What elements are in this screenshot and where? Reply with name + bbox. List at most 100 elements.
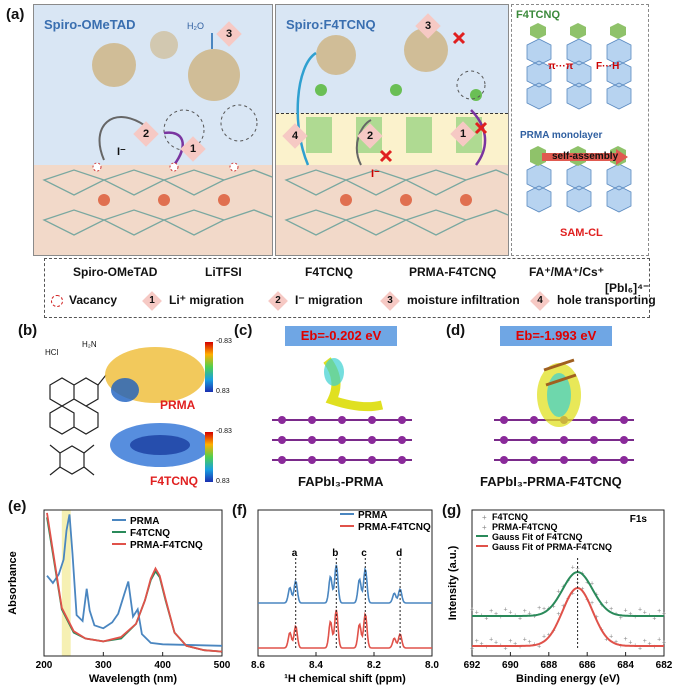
data-point-1-18: +: [556, 611, 560, 618]
data-point-1-31: +: [619, 643, 623, 650]
data-point-0-18: +: [556, 589, 560, 596]
panel-a-label: (a): [6, 6, 25, 23]
badge-1: 1: [180, 136, 206, 162]
data-point-1-2: +: [480, 641, 484, 648]
peak-label-b: b: [332, 548, 338, 559]
peak-label-c: c: [361, 548, 367, 559]
legend-badge-4: 4: [530, 291, 550, 311]
data-point-0-31: +: [619, 615, 623, 622]
data-point-0-28: +: [604, 600, 608, 607]
peak-label-a: a: [292, 548, 298, 559]
data-point-0-3: +: [484, 616, 488, 623]
data-point-0-40: +: [662, 611, 666, 618]
panel-b-structures: [49, 347, 210, 476]
colorbar-bottom: [205, 432, 213, 482]
data-point-0-1: +: [475, 610, 479, 617]
legend-label-2: PRMA-F4TCNQ: [130, 540, 203, 551]
panel-c-caption: FAPbI₃-PRMA: [298, 474, 384, 489]
data-point-1-19: +: [561, 603, 565, 610]
data-point-0-29: +: [609, 606, 613, 613]
legend-f4tcnq: F4TCNQ: [305, 265, 353, 279]
cbar-top-max: -0.83: [216, 338, 232, 345]
data-point-0-7: +: [504, 606, 508, 613]
badge-2: 2: [133, 121, 159, 147]
data-point-0-0: +: [470, 607, 474, 614]
data-point-0-10: +: [518, 615, 522, 622]
legend-label-3: Gauss Fit of PRMA-F4TCNQ: [492, 542, 612, 552]
colorbar-top: [205, 342, 213, 392]
badge-3: 3: [216, 21, 242, 47]
panel-d-label: (d): [446, 322, 466, 339]
spiro-f4tcnq-scheme: Spiro:F4TCNQ 3 4 2 1 I⁻: [275, 4, 509, 256]
data-point-1-14: +: [537, 643, 541, 650]
data-point-0-12: +: [528, 611, 532, 618]
data-point-1-5: +: [494, 640, 498, 647]
x-tick-label-4: 684: [617, 660, 634, 671]
f4tcnq-mol-label: F4TCNQ: [150, 474, 198, 488]
legend-label-0: F4TCNQ: [492, 512, 528, 522]
badge-2-mid: 2: [357, 123, 383, 149]
legend-litfsi: LiTFSI: [205, 265, 242, 279]
data-point-0-4: +: [489, 608, 493, 615]
data-point-1-36: +: [643, 638, 647, 645]
f1s-annotation: F1s: [630, 514, 648, 525]
data-point-1-35: +: [638, 645, 642, 652]
data-point-0-33: +: [628, 611, 632, 618]
x-tick-label-1: 690: [502, 660, 519, 671]
data-point-0-8: +: [508, 609, 512, 616]
data-point-0-5: +: [494, 611, 498, 618]
data-point-0-35: +: [638, 606, 642, 613]
series-line-prma-f4tcnq: [46, 512, 223, 653]
x-tick-label-3: 500: [214, 660, 231, 671]
data-point-1-30: +: [614, 639, 618, 646]
hcl-label: HCl: [45, 348, 59, 357]
x-tick-label-2: 688: [540, 660, 557, 671]
data-point-0-15: +: [542, 606, 546, 613]
legend-label-0: PRMA: [130, 516, 159, 527]
chart-g: + + + ++ + ++ + + ++ + ++ + + +++++ +++ +++ +++++ + ++ + + ++…: [447, 509, 673, 685]
legend-box: Spiro-OMeTAD LiTFSI F4TCNQ PRMA-F4TCNQ F…: [44, 258, 656, 318]
panel-f-label: (f): [232, 502, 247, 519]
badge-4: 4: [282, 123, 308, 149]
panel-a: Spiro-OMeTAD H₂O 3 2 1 I⁻ Spir: [33, 4, 649, 256]
data-point-1-11: +: [523, 636, 527, 643]
legend-label-2: Gauss Fit of F4TCNQ: [492, 532, 583, 542]
spiro-f4tcnq-title: Spiro:F4TCNQ: [286, 17, 376, 32]
data-point-1-26: +: [595, 614, 599, 621]
x-axis-label: Wavelength (nm): [89, 673, 178, 685]
sam-cl-scheme: F4TCNQ π···π F···H PRMA monolayer self-a…: [511, 4, 649, 256]
fit-line-0: [472, 570, 664, 617]
series-line-prma-f4tcnq: [258, 609, 432, 649]
f4tcnq-title: F4TCNQ: [516, 9, 560, 21]
panel-e-label: (e): [8, 498, 27, 515]
cbar-bot-min: 0.83: [216, 478, 230, 485]
legend-label-1: PRMA-F4TCNQ: [358, 522, 431, 533]
panel-c-structure: [272, 357, 412, 464]
water-drop-icon: H₂O: [187, 21, 204, 31]
data-point-1-40: +: [662, 640, 666, 647]
data-point-1-3: +: [484, 644, 488, 651]
data-point-1-4: +: [489, 637, 493, 644]
data-point-1-25: +: [590, 600, 594, 607]
sam-cl-illustration: [526, 23, 632, 213]
badge-1-mid: 1: [450, 121, 476, 147]
data-point-0-6: +: [499, 614, 503, 621]
data-point-0-38: +: [652, 615, 656, 622]
data-point-1-29: +: [609, 633, 613, 640]
data-point-1-1: +: [475, 638, 479, 645]
panel-c-energy: Eb=-0.202 eV: [285, 326, 397, 346]
data-point-0-22: +: [576, 566, 580, 573]
data-point-0-34: +: [633, 614, 637, 621]
legend-badge-2: 2: [268, 291, 288, 311]
x-tick-label-3: 8.0: [425, 660, 439, 671]
pi-pi-label: π···π: [548, 61, 574, 72]
plot-frame: [471, 509, 665, 657]
nh2-label: H₂N: [82, 340, 97, 349]
fit-line-1: [472, 586, 664, 647]
panel-d-structure: [494, 358, 634, 464]
plot-frame: [43, 509, 223, 657]
x-tick-label-1: 300: [95, 660, 112, 671]
panel-b-label: (b): [18, 322, 38, 339]
data-point-1-38: +: [652, 644, 656, 651]
